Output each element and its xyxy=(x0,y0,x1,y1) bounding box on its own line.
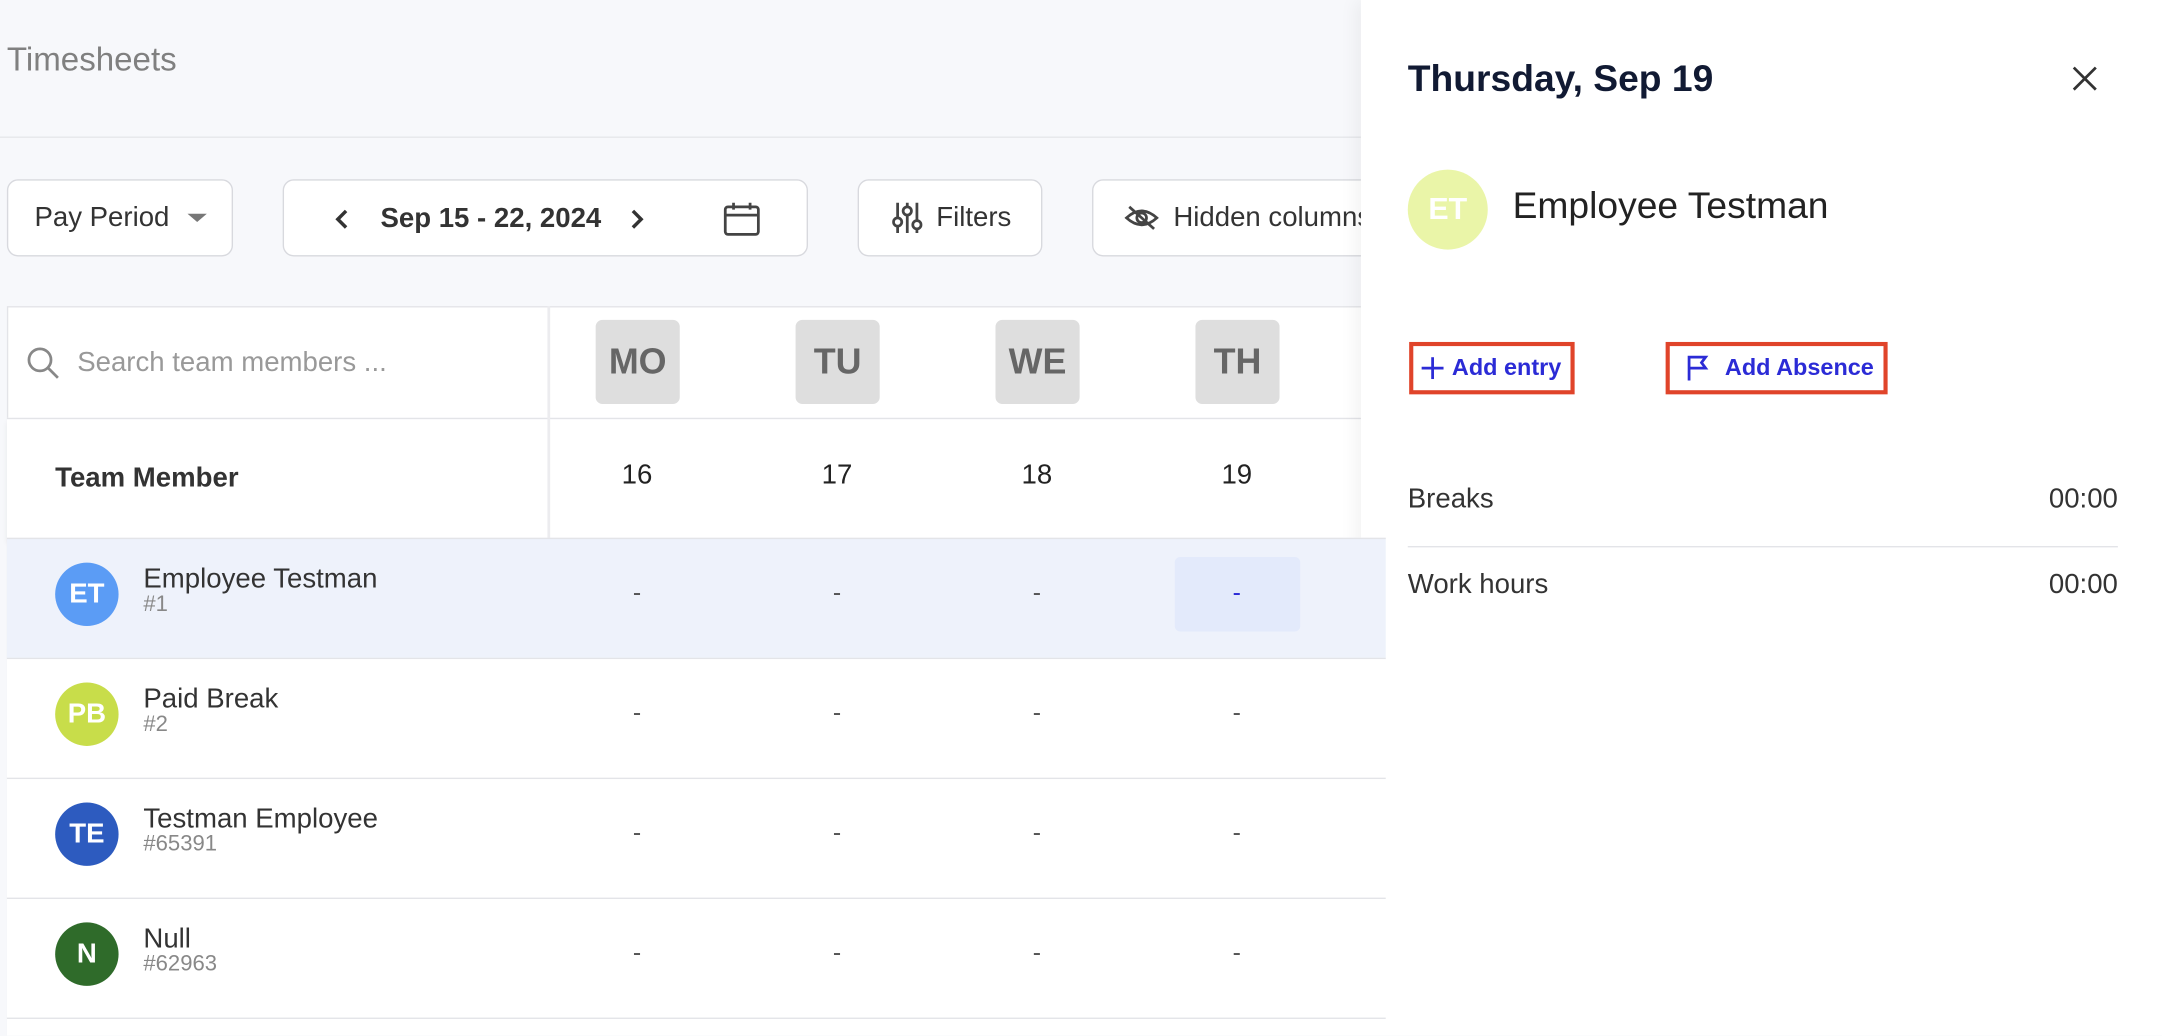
divider xyxy=(0,136,1379,138)
date-label: 19 xyxy=(1221,459,1253,491)
calendar-button[interactable] xyxy=(723,201,762,237)
date-range: Sep 15 - 22, 2024 xyxy=(282,179,808,257)
day-pill: MO xyxy=(595,319,680,404)
table-row[interactable] xyxy=(6,777,1386,899)
pay-period-dropdown[interactable]: Pay Period xyxy=(6,179,234,257)
filters-label: Filters xyxy=(936,201,1012,233)
cell-value[interactable]: - xyxy=(632,818,642,846)
date-label: 18 xyxy=(1021,459,1053,491)
member-id: #65391 xyxy=(143,832,218,857)
close-button[interactable] xyxy=(2071,65,2099,93)
day-pill: TU xyxy=(795,319,880,404)
side-panel: Thursday, Sep 19 ET Employee Testman Add… xyxy=(1360,0,2162,1036)
panel-title: Thursday, Sep 19 xyxy=(1407,57,1714,100)
member-id: #2 xyxy=(143,712,168,737)
cell-value[interactable]: - xyxy=(832,698,842,726)
cell-value[interactable]: - xyxy=(832,578,842,606)
search-icon xyxy=(27,347,59,379)
cell-value[interactable]: - xyxy=(1032,578,1042,606)
search-placeholder: Search team members ... xyxy=(77,346,387,378)
table-row[interactable] xyxy=(6,537,1386,660)
member-id: #1 xyxy=(143,592,168,617)
summary-value: 00:00 xyxy=(2048,569,2118,600)
next-button[interactable] xyxy=(629,208,646,230)
caret xyxy=(187,213,207,222)
cell-value[interactable]: - xyxy=(632,938,642,966)
summary-label: Work hours xyxy=(1407,569,1549,600)
avatar: PB xyxy=(55,682,119,746)
add-entry-button[interactable]: Add entry xyxy=(1409,341,1575,395)
member-name: Testman Employee xyxy=(143,803,378,835)
summary-value: 00:00 xyxy=(2048,483,2118,515)
table-row[interactable] xyxy=(6,897,1386,1019)
panel-avatar: ET xyxy=(1407,169,1488,250)
member-id: #62963 xyxy=(143,952,218,977)
cell-value[interactable]: - xyxy=(1232,938,1241,966)
member-name: Paid Break xyxy=(143,683,279,715)
cell-value[interactable]: - xyxy=(1232,578,1241,606)
flag-icon xyxy=(1687,355,1709,381)
prev-button[interactable] xyxy=(334,208,351,230)
cell-value[interactable]: - xyxy=(632,698,642,726)
date-label: 16 xyxy=(621,459,653,491)
add-absence-button[interactable]: Add Absence xyxy=(1665,341,1888,395)
date-range-label: Sep 15 - 22, 2024 xyxy=(380,203,602,234)
plus-icon xyxy=(1421,357,1444,380)
cell-value[interactable]: - xyxy=(832,938,842,966)
cell-value[interactable]: - xyxy=(1032,938,1042,966)
cell-value[interactable]: - xyxy=(1032,698,1042,726)
page-title: Timesheets xyxy=(6,41,177,79)
member-name: Null xyxy=(143,923,191,955)
member-header: Team Member xyxy=(55,463,239,494)
cell-value[interactable]: - xyxy=(1032,818,1042,846)
table-row[interactable] xyxy=(6,1017,1386,1036)
summary-divider xyxy=(1407,546,2118,548)
selected-cell[interactable] xyxy=(1174,557,1301,632)
add-absence-label: Add Absence xyxy=(1724,354,1874,381)
add-entry-label: Add entry xyxy=(1451,354,1562,381)
member-name: Employee Testman xyxy=(143,563,378,595)
summary-label: Breaks xyxy=(1407,483,1494,515)
day-pill: TH xyxy=(1195,319,1280,404)
hidden-columns-label: Hidden columns xyxy=(1173,201,1372,233)
header-row xyxy=(6,417,1386,540)
table-row[interactable] xyxy=(6,657,1386,780)
search-box[interactable]: Search team members ... xyxy=(25,345,387,381)
cell-value[interactable]: - xyxy=(832,818,842,846)
dropdown-label: Pay Period xyxy=(34,201,170,233)
cell-value[interactable]: - xyxy=(632,578,642,606)
day-pill: WE xyxy=(995,319,1080,404)
panel-employee-name: Employee Testman xyxy=(1512,184,1829,227)
filters-button[interactable]: Filters xyxy=(857,179,1043,257)
date-label: 17 xyxy=(821,459,853,491)
cell-value[interactable]: - xyxy=(1232,698,1241,726)
avatar: N xyxy=(55,922,119,986)
cell-value[interactable]: - xyxy=(1232,818,1241,846)
filter-icon xyxy=(892,202,923,234)
avatar: TE xyxy=(55,802,119,866)
avatar: ET xyxy=(55,562,119,626)
eye-off-icon xyxy=(1124,205,1159,230)
